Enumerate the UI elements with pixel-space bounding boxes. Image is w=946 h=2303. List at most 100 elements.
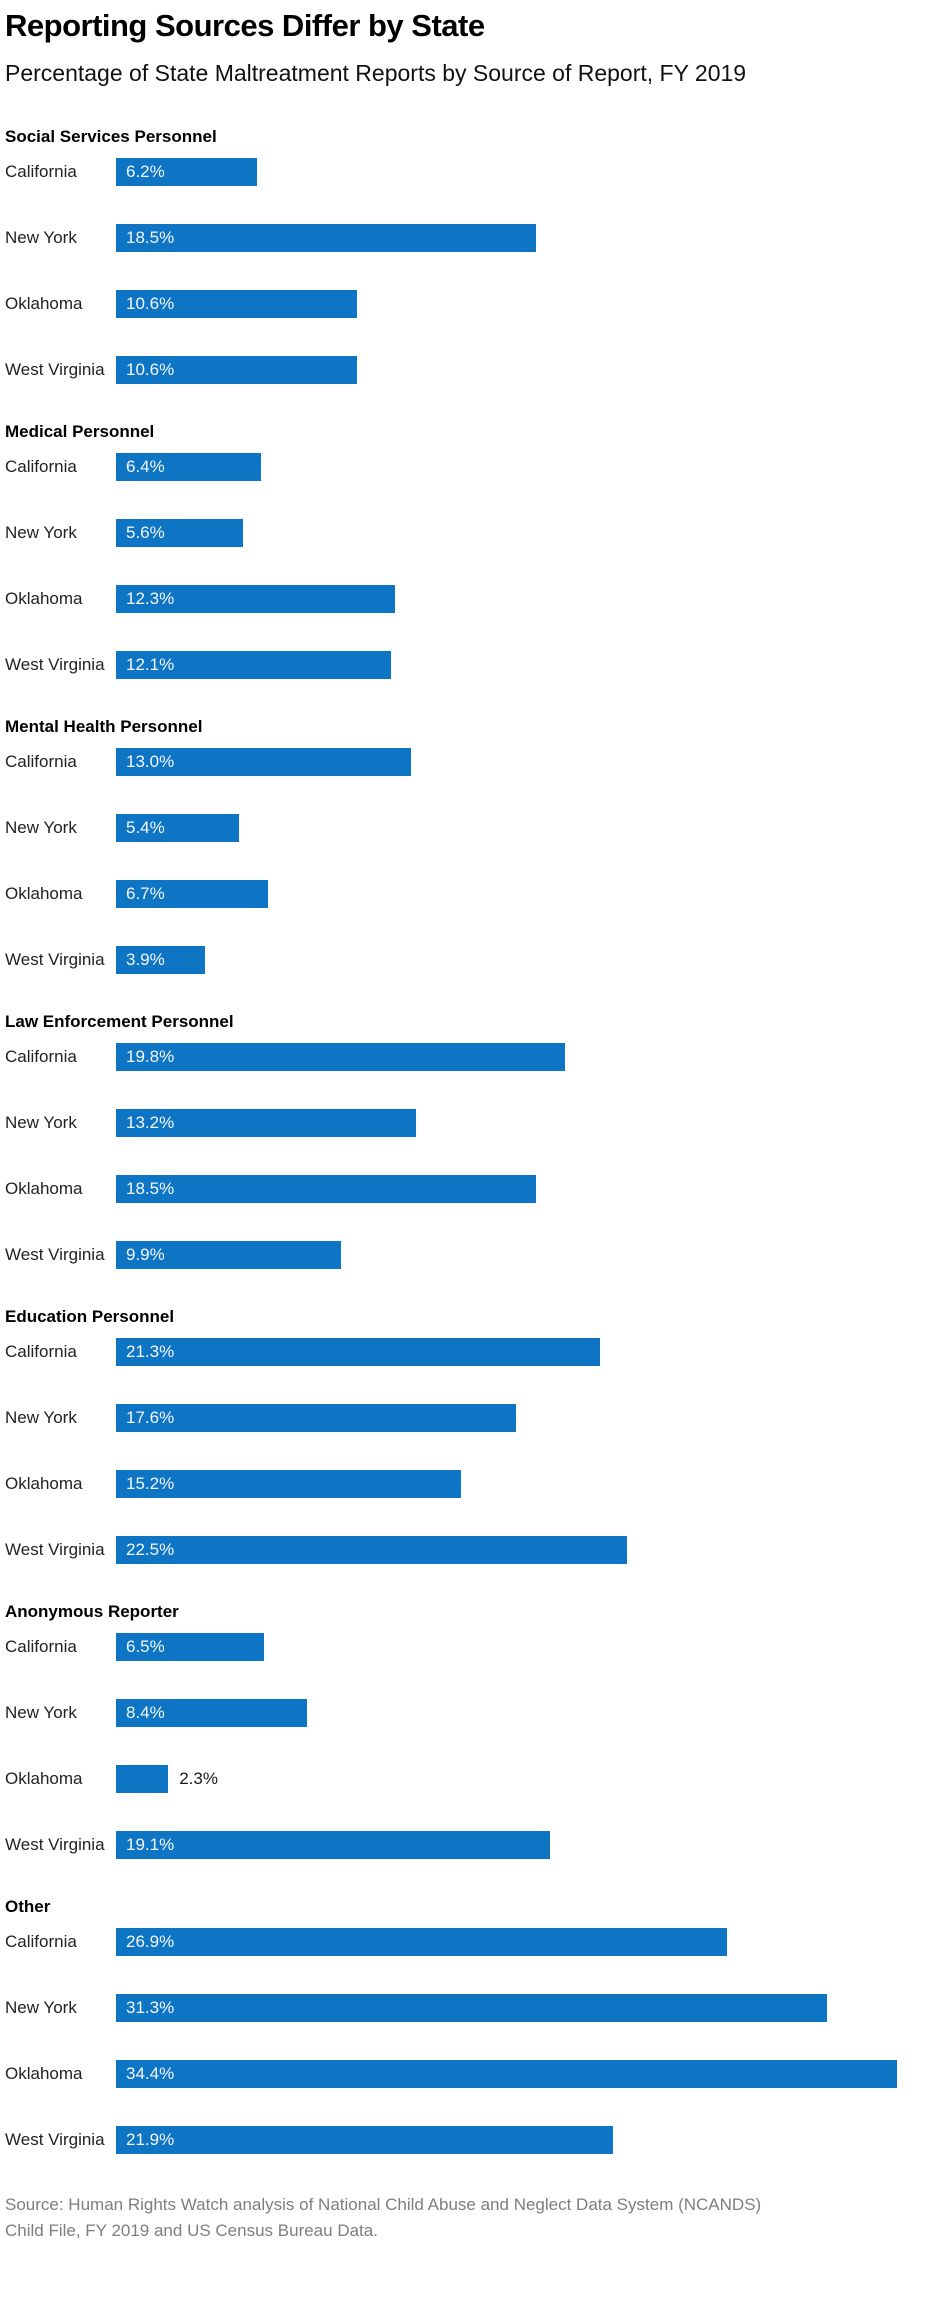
bar-value-label: 21.3% [126, 1342, 175, 1361]
bar-value-label: 19.1% [126, 1835, 175, 1854]
bar-row: West Virginia 3.9% [5, 946, 940, 974]
state-label: California [5, 162, 77, 181]
bar-track: 19.1% [116, 1831, 940, 1859]
bar-track: 2.3% [116, 1765, 940, 1793]
bar-row: California 13.0% [5, 748, 940, 776]
state-label: Oklahoma [5, 1179, 83, 1198]
bar: 5.4% [116, 814, 239, 842]
bar-value-label: 13.0% [126, 752, 175, 771]
state-label: Oklahoma [5, 589, 83, 608]
chart-group: Social Services Personnel California 6.2% N… [5, 127, 940, 384]
bar-row: New York 5.4% [5, 814, 940, 842]
state-label: New York [5, 1703, 77, 1722]
bar-row: West Virginia 21.9% [5, 2126, 940, 2154]
bar-track: 6.5% [116, 1633, 940, 1661]
bar-value-label: 5.4% [126, 818, 165, 837]
state-label: West Virginia [5, 1245, 105, 1264]
bar: 3.9% [116, 946, 205, 974]
bar-track: 21.9% [116, 2126, 940, 2154]
bar: 10.6% [116, 356, 357, 384]
state-label: California [5, 752, 77, 771]
bar-track: 5.6% [116, 519, 940, 547]
bar-row: West Virginia 9.9% [5, 1241, 940, 1269]
bar-value-label: 21.9% [126, 2130, 175, 2149]
bar: 21.9% [116, 2126, 614, 2154]
state-label: New York [5, 523, 77, 542]
group-title: Other [5, 1897, 51, 1916]
chart-title: Reporting Sources Differ by State [5, 8, 485, 43]
bar-track: 10.6% [116, 356, 940, 384]
bar-value-label: 22.5% [126, 1540, 175, 1559]
bar: 10.6% [116, 290, 357, 318]
group-title: Medical Personnel [5, 422, 155, 441]
bar: 26.9% [116, 1928, 727, 1956]
bar: 22.5% [116, 1536, 627, 1564]
bar-row: New York 31.3% [5, 1994, 940, 2022]
bar-track: 13.0% [116, 748, 940, 776]
bar-row: Oklahoma 34.4% [5, 2060, 940, 2088]
bar-row: Oklahoma 12.3% [5, 585, 940, 613]
bar-value-label: 9.9% [126, 1245, 165, 1264]
chart-group: Law Enforcement Personnel California 19.8%… [5, 1012, 940, 1269]
bar-track: 12.3% [116, 585, 940, 613]
bar-row: Oklahoma 2.3% [5, 1765, 940, 1793]
bar: 34.4% [116, 2060, 897, 2088]
state-label: California [5, 1342, 77, 1361]
bar-track: 15.2% [116, 1470, 940, 1498]
bar: 9.9% [116, 1241, 341, 1269]
bar-track: 31.3% [116, 1994, 940, 2022]
bar: 6.2% [116, 158, 257, 186]
bar-value-label: 26.9% [126, 1932, 175, 1951]
bar: 5.6% [116, 519, 244, 547]
state-label: West Virginia [5, 360, 105, 379]
state-label: California [5, 1637, 77, 1656]
state-label: Oklahoma [5, 884, 83, 903]
bar-track: 34.4% [116, 2060, 940, 2088]
bar: 13.0% [116, 748, 412, 776]
state-label: California [5, 457, 77, 476]
bar-value-label: 31.3% [126, 1998, 175, 2017]
state-label: Oklahoma [5, 1769, 83, 1788]
bar-row: Oklahoma 6.7% [5, 880, 940, 908]
bar-value-label: 15.2% [126, 1474, 175, 1493]
bar-row: New York 8.4% [5, 1699, 940, 1727]
bar-value-label: 13.2% [126, 1113, 175, 1132]
state-label: New York [5, 1113, 77, 1132]
bar-track: 18.5% [116, 1175, 940, 1203]
bar: 15.2% [116, 1470, 462, 1498]
group-title: Mental Health Personnel [5, 717, 203, 736]
bar-track: 5.4% [116, 814, 940, 842]
bar: 19.1% [116, 1831, 550, 1859]
bar-row: West Virginia 12.1% [5, 651, 940, 679]
group-title: Anonymous Reporter [5, 1602, 179, 1621]
bar-value-label: 6.4% [126, 457, 165, 476]
bar-row: Oklahoma 18.5% [5, 1175, 940, 1203]
bar-row: New York 17.6% [5, 1404, 940, 1432]
bar: 19.8% [116, 1043, 566, 1071]
bar-row: West Virginia 22.5% [5, 1536, 940, 1564]
state-label: West Virginia [5, 950, 105, 969]
bar-value-label: 12.3% [126, 589, 175, 608]
bar-value-label: 2.3% [179, 1769, 218, 1788]
bar: 13.2% [116, 1109, 416, 1137]
bar: 31.3% [116, 1994, 827, 2022]
state-label: New York [5, 1998, 77, 2017]
bar [116, 1765, 169, 1793]
bar-track: 12.1% [116, 651, 940, 679]
bar: 6.5% [116, 1633, 264, 1661]
group-title: Education Personnel [5, 1307, 175, 1326]
bar-value-label: 6.7% [126, 884, 165, 903]
bar-row: California 21.3% [5, 1338, 940, 1366]
bar-row: New York 5.6% [5, 519, 940, 547]
state-label: Oklahoma [5, 294, 83, 313]
bar-row: West Virginia 19.1% [5, 1831, 940, 1859]
bar-value-label: 5.6% [126, 523, 165, 542]
bar-track: 8.4% [116, 1699, 940, 1727]
bar-row: California 6.2% [5, 158, 940, 186]
bar-track: 6.7% [116, 880, 940, 908]
state-label: West Virginia [5, 1540, 105, 1559]
bar-track: 13.2% [116, 1109, 940, 1137]
bar: 8.4% [116, 1699, 307, 1727]
bar-value-label: 6.5% [126, 1637, 165, 1656]
state-label: New York [5, 228, 77, 247]
